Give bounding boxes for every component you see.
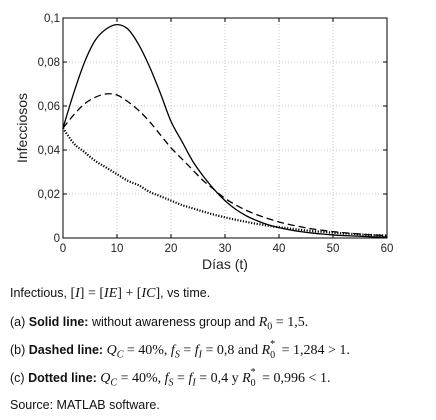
caption-math: C xyxy=(116,349,124,361)
caption-math: = 0,8 and xyxy=(201,343,262,358)
caption-math: * xyxy=(250,367,256,378)
caption-math: * xyxy=(270,339,276,350)
axis-ticks: 0 10 20 30 40 50 60 0 0,02 0,04 0,06 0,08 0,1 xyxy=(38,13,394,255)
caption-math: = 40%, xyxy=(123,343,171,358)
caption-math: 0 xyxy=(267,321,273,333)
caption-math: Q xyxy=(106,343,117,358)
caption-math: f xyxy=(164,371,169,386)
caption-text: Infectious, xyxy=(10,286,71,300)
caption-math: I xyxy=(198,349,202,361)
series-line-solid xyxy=(62,23,388,238)
caption-bold: Solid line: xyxy=(28,315,89,329)
caption-math: f xyxy=(188,371,193,386)
y-tick-label: 0,02 xyxy=(38,189,60,201)
caption-math: I xyxy=(192,377,196,389)
caption-math: = xyxy=(173,371,189,386)
caption-text: without awareness group and xyxy=(88,315,259,329)
x-tick-label: 30 xyxy=(219,243,232,255)
caption-math: R xyxy=(261,343,271,358)
caption-math: f xyxy=(170,343,175,358)
caption-math: = 40%, xyxy=(117,371,165,386)
caption-text: , vs time. xyxy=(160,286,211,300)
y-tick-label: 0,1 xyxy=(44,13,60,25)
series-line-dashed xyxy=(62,93,388,237)
caption-math: R xyxy=(258,315,268,330)
caption-line-2: (a) Solid line: without awareness group … xyxy=(10,315,308,333)
caption-math: 0 xyxy=(270,350,276,361)
caption-math: ] = [ xyxy=(79,286,105,301)
caption-math: IC xyxy=(141,286,156,301)
caption-text: (a) xyxy=(10,315,29,329)
y-tick-label: 0,08 xyxy=(38,57,60,69)
caption-math: 0 xyxy=(250,378,256,389)
x-tick-label: 20 xyxy=(165,243,178,255)
caption-line-4: (c) Dotted line: QC = 40%, fS = fI = 0,4… xyxy=(10,367,331,389)
x-tick-label: 0 xyxy=(60,243,66,255)
y-axis-label: Infecciosos xyxy=(14,93,30,163)
grid-lines xyxy=(63,18,387,238)
x-tick-label: 40 xyxy=(273,243,286,255)
caption-math: S xyxy=(168,377,174,389)
caption-math: = 1,284 > 1. xyxy=(278,343,350,358)
caption-text: (b) xyxy=(10,343,29,357)
caption-math: = 0,4 y xyxy=(195,371,243,386)
caption-math: [ xyxy=(70,286,76,301)
caption-math: C xyxy=(110,377,118,389)
x-axis-label: Días (t) xyxy=(202,256,248,272)
caption-math: = xyxy=(179,343,195,358)
caption-math: ] xyxy=(155,286,161,301)
series-lines xyxy=(62,23,388,238)
y-tick-label: 0,06 xyxy=(38,101,60,113)
caption-math: R xyxy=(242,371,251,386)
caption-text: (c) xyxy=(10,371,29,385)
caption-math: f xyxy=(194,343,199,358)
caption-math: Q xyxy=(100,371,111,386)
caption-math: = 0,996 < 1. xyxy=(258,371,331,386)
y-tick-label: 0 xyxy=(54,233,60,245)
caption-math: S xyxy=(174,349,180,361)
x-tick-label: 60 xyxy=(381,243,394,255)
y-tick-label: 0,04 xyxy=(38,145,61,157)
caption-math: ] + [ xyxy=(117,286,142,301)
caption-bold: Dotted line: xyxy=(28,371,97,385)
x-tick-label: 50 xyxy=(327,243,340,255)
caption-line-1: Infectious, [I] = [IE] + [IC], vs time. xyxy=(10,286,210,302)
line-chart: 0 10 20 30 40 50 60 0 0,02 0,04 0,06 0,08 0,1 Días (… xyxy=(14,13,394,272)
caption-math: IE xyxy=(104,286,118,301)
caption-bold: Dashed line: xyxy=(28,343,104,357)
caption-math: I xyxy=(75,286,80,301)
caption-line-3: (b) Dashed line: QC = 40%, fS = fI = 0,8… xyxy=(10,339,350,361)
caption-math: = 1,5. xyxy=(272,315,309,330)
x-tick-label: 10 xyxy=(111,243,124,255)
caption-source: Source: MATLAB software. xyxy=(10,398,160,412)
